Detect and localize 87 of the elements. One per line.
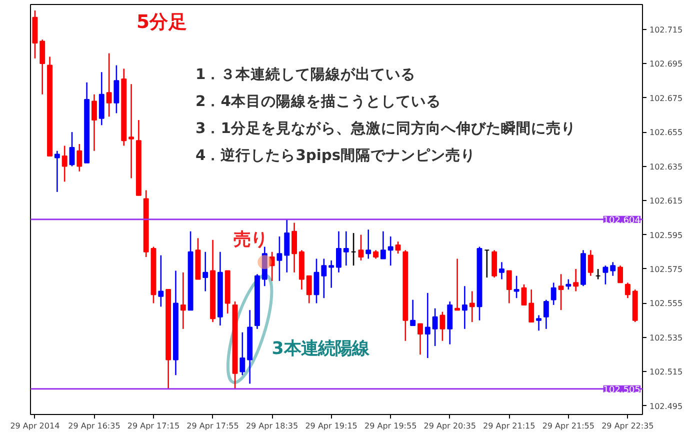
y-tick-label: 102.555 — [650, 299, 683, 308]
candlestick — [380, 230, 386, 260]
y-tick-label: 102.715 — [650, 25, 683, 34]
candlestick — [499, 261, 504, 280]
candlestick — [566, 278, 572, 290]
candlestick — [269, 251, 275, 282]
candlestick — [536, 314, 542, 332]
candlestick — [610, 261, 616, 276]
candlestick — [276, 236, 282, 282]
candlestick — [114, 64, 120, 114]
x-tick-label: 29 Apr 19:55 — [364, 422, 417, 430]
candlestick — [76, 143, 82, 172]
candlestick — [336, 230, 342, 274]
candlestick — [202, 251, 208, 292]
candlestick — [528, 288, 534, 323]
candlestick — [158, 254, 164, 308]
candlestick — [321, 258, 327, 299]
annotation: 3本連続陽線 — [272, 338, 370, 359]
candlestick — [514, 275, 520, 299]
candlestick — [618, 264, 623, 284]
x-tick-label: 29 Apr 17:15 — [127, 422, 180, 430]
candlestick — [521, 284, 527, 306]
candlestick — [106, 52, 112, 118]
candlestick — [418, 323, 423, 356]
candlestick — [454, 258, 460, 311]
x-tick-label: 29 Apr 21:15 — [483, 422, 536, 430]
candlestick — [40, 38, 46, 96]
y-tick-label: 102.635 — [650, 162, 683, 172]
candlestick — [366, 228, 372, 260]
candlestick — [624, 282, 630, 299]
annotation: 売り — [234, 230, 268, 250]
candlestick — [440, 311, 446, 342]
ref-line-label: 102.505 — [603, 385, 640, 396]
annotation: 2．4本目の陽線を描こうとしている — [196, 93, 441, 110]
ref-line-label: 102.604 — [603, 216, 641, 226]
y-tick-label: 102.495 — [650, 402, 683, 411]
x-tick-label: 29 Apr 20:35 — [424, 422, 476, 430]
candlestick — [328, 260, 334, 288]
candlestick — [91, 94, 97, 152]
candlestick — [410, 299, 416, 326]
candlestick — [550, 282, 556, 306]
x-tick-label: 29 Apr 16:35 — [68, 422, 120, 430]
candlestick — [292, 222, 297, 274]
x-tick-label: 29 Apr 18:35 — [246, 422, 298, 430]
candlestick — [284, 218, 290, 274]
candlestick — [343, 230, 349, 266]
annotation: 4．逆行したら3pips間隔でナンピン売り — [196, 147, 476, 164]
candlestick — [469, 290, 475, 323]
candlestick — [447, 300, 453, 345]
annotation: 1．３本連続して陽線が出ている — [196, 66, 416, 83]
x-tick-label: 29 Apr 19:15 — [305, 422, 358, 430]
y-tick-label: 102.575 — [650, 264, 683, 274]
x-tick-label: 29 Apr 2014 — [10, 422, 60, 430]
y-tick-label: 102.675 — [650, 94, 683, 103]
y-tick-label: 102.695 — [650, 60, 683, 69]
candlestick — [506, 270, 512, 304]
candlestick — [395, 240, 401, 254]
candlestick — [240, 332, 246, 376]
y-tick-label: 102.515 — [650, 368, 683, 377]
x-tick-label: 29 Apr 22:35 — [602, 422, 654, 430]
candlestick — [424, 292, 430, 359]
x-tick-label: 29 Apr 17:55 — [186, 422, 239, 430]
candlestick — [573, 268, 579, 292]
candlestick — [388, 236, 394, 266]
candlestick — [314, 258, 320, 304]
annotation: 3．1分足を見ながら、急激に同方向へ伸びた瞬間に売り — [196, 119, 576, 137]
candlestick — [558, 273, 564, 311]
y-tick-label: 102.595 — [650, 230, 683, 240]
candlestick — [128, 83, 134, 179]
candlestick — [462, 285, 468, 330]
chart-title: 5分足 — [136, 12, 188, 33]
y-tick-label: 102.535 — [650, 333, 683, 342]
candlestick — [62, 145, 68, 182]
y-tick-label: 102.615 — [650, 196, 683, 206]
candlestick — [69, 131, 75, 167]
candlestick — [588, 250, 594, 276]
y-tick-label: 102.655 — [650, 128, 683, 138]
candlestick — [306, 275, 312, 304]
candlestick — [358, 234, 364, 262]
candlestick — [543, 299, 549, 330]
candlestick — [492, 250, 498, 278]
candlestick — [98, 71, 104, 126]
candlestick — [602, 264, 608, 286]
x-tick-label: 29 Apr 21:55 — [542, 422, 594, 430]
candlestick — [432, 308, 438, 347]
candlestick — [54, 150, 60, 193]
candlestick — [180, 272, 186, 330]
